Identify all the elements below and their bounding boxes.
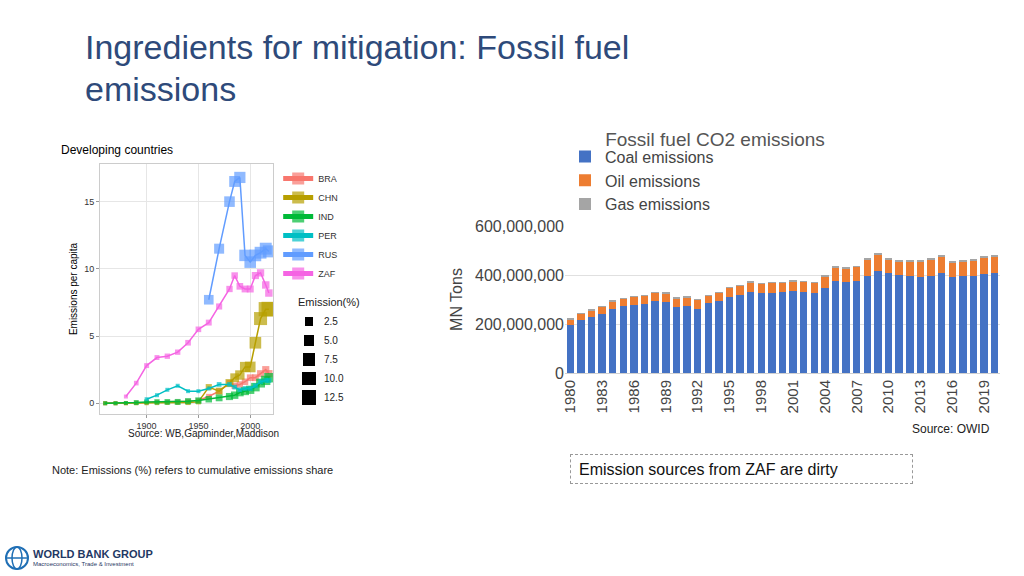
svg-text:1992: 1992 [688,380,705,413]
svg-text:400,000,000: 400,000,000 [475,267,564,284]
html-text:12.5: 12.5 [324,392,344,403]
svg-text:1989: 1989 [657,380,674,413]
html-text:Emission(%): Emission(%) [298,296,360,308]
svg-text:0: 0 [89,398,94,408]
svg-text:1980: 1980 [561,380,578,413]
html-text:Note: Emissions (%) refers to: Note: Emissions (%) refers to cumulative… [52,464,334,476]
svg-text:200,000,000: 200,000,000 [475,316,564,333]
svg-text:IND: IND [318,212,334,222]
svg-text:BRA: BRA [318,174,337,184]
svg-text:10: 10 [84,264,94,274]
svg-text:Oil emissions: Oil emissions [605,173,700,190]
svg-text:Coal emissions: Coal emissions [605,149,713,166]
svg-text:1983: 1983 [593,380,610,413]
svg-text:Fossil fuel CO2 emissions: Fossil fuel CO2 emissions [605,129,825,150]
svg-text:2016: 2016 [943,380,960,413]
svg-text:Gas emissions: Gas emissions [605,196,710,213]
svg-text:2004: 2004 [816,380,833,413]
svg-text:ZAF: ZAF [318,269,336,279]
html-text:Ingredients for mitigation: Fo: Ingredients for mitigation: Fossil fuel … [85,28,630,108]
html-text:2.5: 2.5 [324,316,338,327]
html-text:7.5: 7.5 [324,354,338,365]
svg-text:1900: 1900 [136,420,157,431]
svg-text:2007: 2007 [848,380,865,413]
svg-text:5: 5 [89,331,94,341]
svg-text:15: 15 [84,197,94,207]
svg-text:RUS: RUS [318,250,337,260]
svg-text:2013: 2013 [911,380,928,413]
svg-text:2019: 2019 [975,380,992,413]
svg-text:Developing countries: Developing countries [61,143,173,157]
svg-text:MN Tons: MN Tons [448,268,465,331]
html-text:Source: OWID: Source: OWID [912,422,990,436]
html-text:5.0: 5.0 [324,335,338,346]
svg-text:1995: 1995 [720,380,737,413]
svg-text:600,000,000: 600,000,000 [475,218,564,235]
html-text:Emission sources from ZAF are: Emission sources from ZAF are dirty [579,461,838,478]
svg-text:0: 0 [555,365,564,382]
svg-text:2001: 2001 [784,380,801,413]
svg-text:CHN: CHN [318,193,338,203]
svg-text:2010: 2010 [879,380,896,413]
svg-text:Emissions per capita: Emissions per capita [68,242,79,335]
html-text:Macroeconomics, Trade & Invest: Macroeconomics, Trade & Investment [33,561,134,567]
svg-text:1950: 1950 [188,420,209,431]
svg-text:1986: 1986 [625,380,642,413]
html-text:10.0: 10.0 [324,373,344,384]
html-text:Source: WB,Gapminder,Maddison: Source: WB,Gapminder,Maddison [128,428,280,439]
svg-text:1998: 1998 [752,380,769,413]
svg-text:PER: PER [318,231,337,241]
svg-text:2000: 2000 [240,420,261,431]
html-text:WORLD BANK GROUP: WORLD BANK GROUP [33,548,153,560]
